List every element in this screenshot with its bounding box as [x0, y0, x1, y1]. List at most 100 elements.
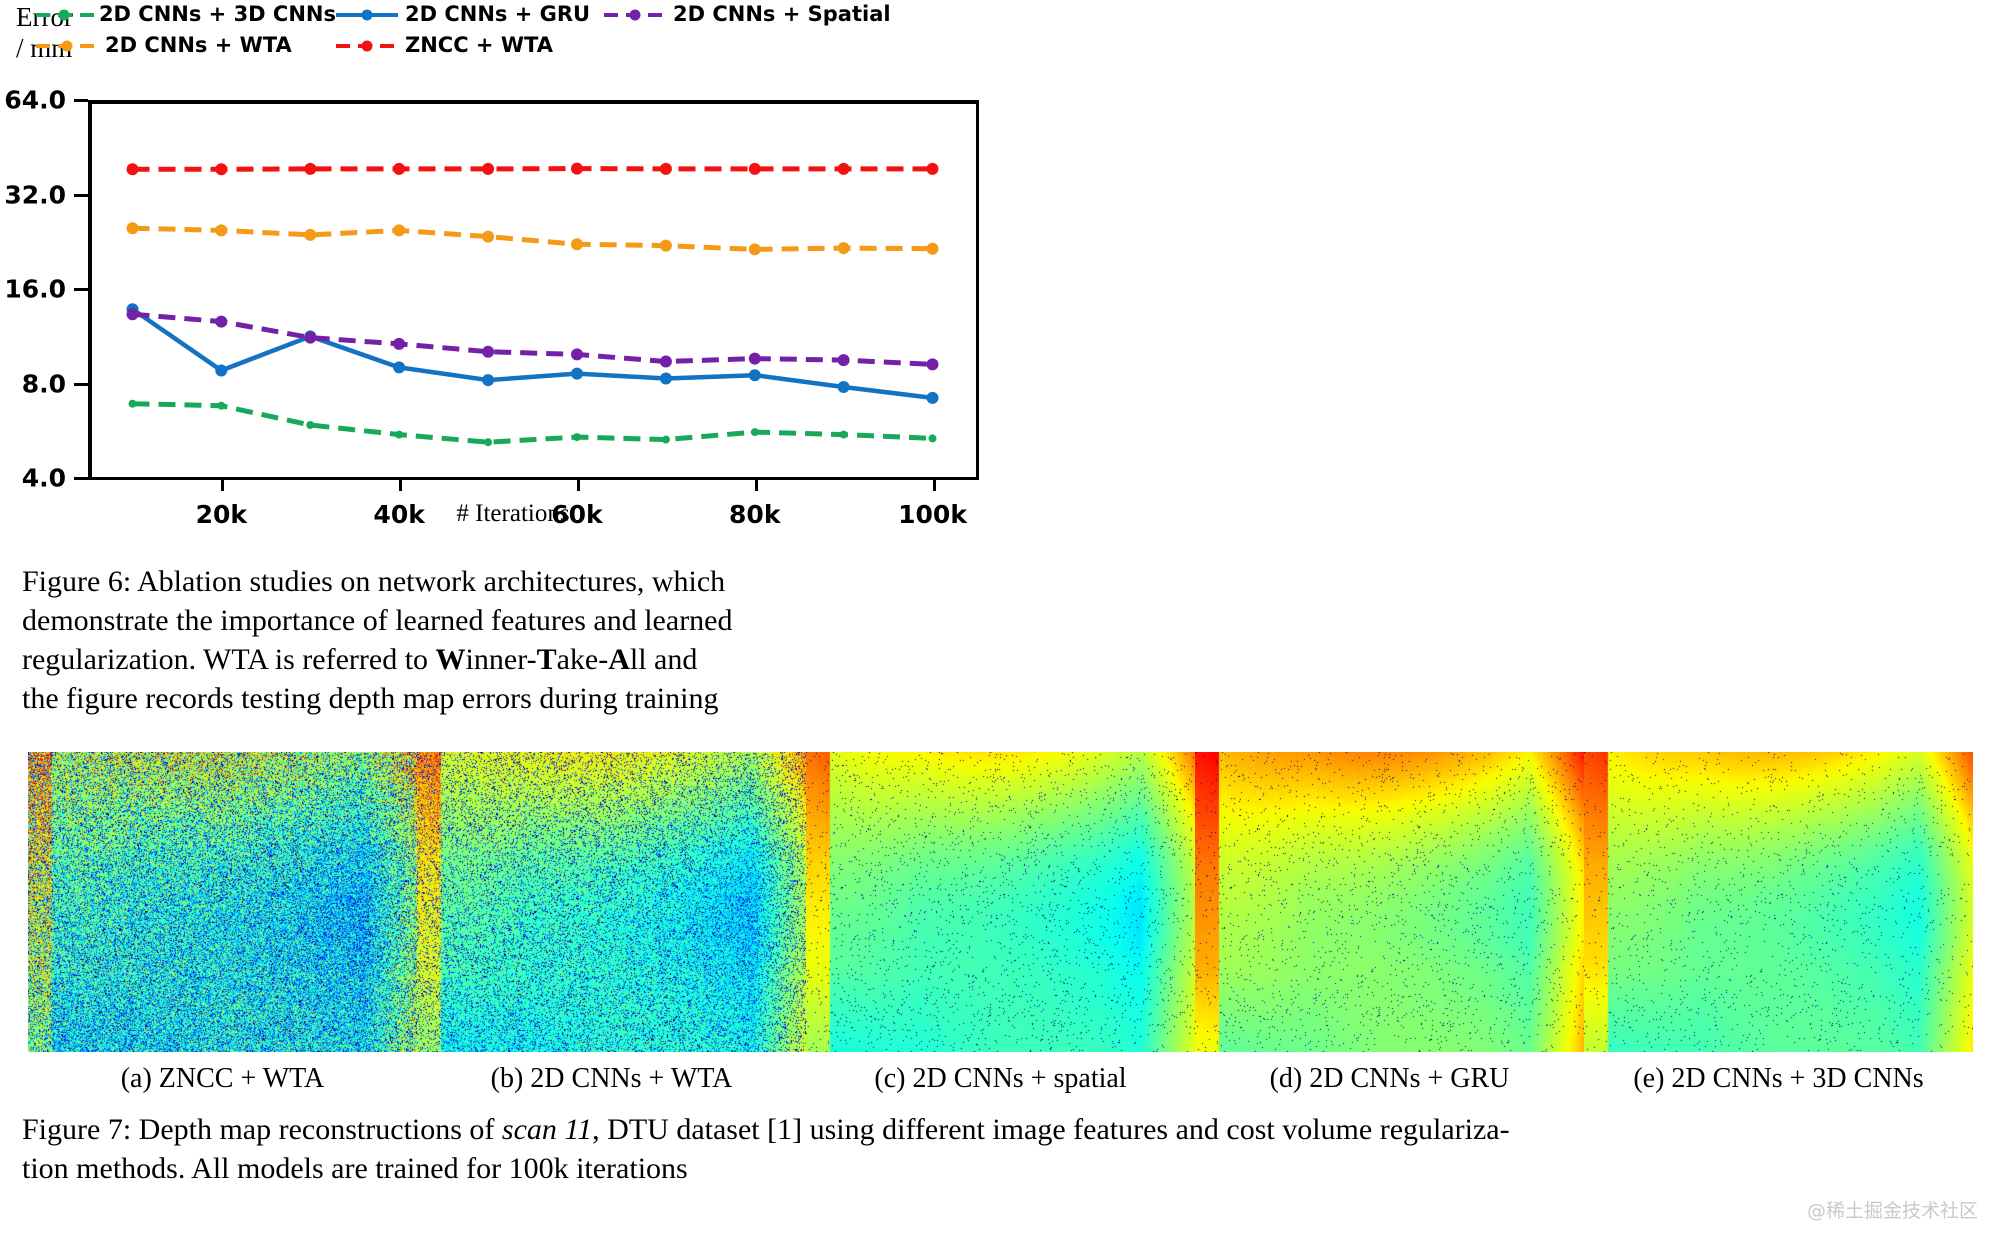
series-line-2d-cnns-wta [132, 225, 933, 252]
data-point [126, 308, 139, 321]
data-point [571, 367, 583, 380]
chart-plot-area: 64.0 32.0 16.0 8.0 4.0 20k 40k 60k 80k 100k [4, 86, 979, 529]
depthmap-panel-d [1195, 752, 1584, 1052]
series-line-zncc-wta [132, 166, 933, 172]
legend-swatch-icon [336, 6, 398, 24]
y-tick-mark [74, 99, 88, 102]
caption-line: Figure 7: Depth map reconstructions of s… [22, 1113, 1510, 1146]
table3-column: Ref.Pho.Geo.Fus.Acc.Comp.Overall √√√√0.3… [990, 0, 2000, 740]
chart-legend: 2D CNNs + 3D CNNs 2D CNNs + GRU 2D CNNs + … [36, 4, 966, 66]
depthmap-image [417, 752, 806, 1052]
legend-marker-icon [361, 9, 373, 20]
depthmap-panel-a [28, 752, 417, 1052]
data-point [659, 372, 672, 385]
x-axis-title: # Iterations [456, 500, 570, 527]
legend-marker-icon [58, 9, 70, 20]
data-point [661, 435, 670, 444]
data-point [393, 337, 406, 350]
data-point [395, 430, 404, 439]
y-tick-mark [74, 288, 88, 291]
data-point [837, 354, 850, 367]
y-tick-mark [74, 193, 88, 197]
data-point [484, 438, 493, 447]
legend-label: 2D CNNs + GRU [405, 2, 591, 26]
data-point [571, 348, 583, 361]
depthmap-subcaption: (e) 2D CNNs + 3D CNNs [1633, 1063, 1924, 1094]
data-point [304, 228, 317, 241]
depthmap-subcaption: (a) ZNCC + WTA [120, 1063, 325, 1094]
legend-marker-icon [61, 40, 73, 51]
legend-swatch-icon [36, 6, 98, 24]
legend-item-2d-cnns-gru: 2D CNNs + GRU [336, 4, 604, 25]
data-point [926, 162, 939, 175]
y-tick-label: 4.0 [21, 463, 66, 493]
legend-label: ZNCC + WTA [405, 33, 553, 57]
data-point [837, 242, 850, 255]
x-tick-mark [576, 478, 580, 491]
depthmap-panel-c [806, 752, 1195, 1052]
series-line-2d-cnns-3d-cnns [132, 401, 933, 445]
legend-swatch-icon [604, 6, 666, 24]
data-point [928, 434, 937, 443]
y-tick-label: 32.0 [4, 180, 66, 209]
data-point [393, 361, 406, 374]
data-point [215, 364, 228, 377]
data-point [750, 428, 759, 437]
depthmap-panel-b [417, 752, 806, 1052]
data-point [215, 224, 228, 237]
caption-line: tion methods. All models are trained for… [22, 1152, 688, 1185]
data-point [215, 163, 228, 176]
data-point [659, 162, 672, 175]
data-point [926, 358, 939, 371]
data-point [217, 401, 226, 410]
data-point [482, 345, 495, 358]
data-point [393, 224, 406, 237]
legend-marker-icon [629, 9, 641, 20]
depthmap-image [1195, 752, 1584, 1052]
x-tick-mark [399, 478, 403, 491]
data-point [926, 242, 939, 255]
data-point [393, 162, 406, 175]
y-tick-mark [74, 382, 88, 386]
legend-item-zncc-wta: ZNCC + WTA [336, 35, 604, 56]
plot-frame [88, 100, 978, 480]
data-point [837, 162, 850, 175]
legend-marker-icon [361, 40, 373, 51]
plot-frame-bottom [88, 477, 979, 480]
data-point [748, 352, 761, 365]
depthmap-subcaptions: (a) ZNCC + WTA (b) 2D CNNs + WTA (c) 2D CN… [28, 1063, 1973, 1095]
data-point [659, 239, 672, 252]
depthmap-subcaption: (c) 2D CNNs + spatial [874, 1063, 1127, 1094]
legend-item-2d-cnns-wta: 2D CNNs + WTA [36, 35, 336, 56]
x-tick-label: 40k [373, 500, 425, 529]
caption-line: demonstrate the importance of learned fe… [22, 604, 733, 637]
depthmap-panel-e [1584, 752, 1973, 1052]
depthmap-strip [28, 752, 1973, 1052]
data-point [748, 162, 761, 175]
figure6-caption: Figure 6: Ablation studies on network ar… [22, 562, 972, 718]
data-point [482, 162, 495, 175]
legend-swatch-icon [336, 37, 398, 55]
x-tick-label: 60k [551, 500, 603, 529]
y-tick-label: 64.0 [4, 85, 66, 115]
depthmap-image [28, 752, 417, 1052]
caption-line: regularization. WTA is referred to Winne… [22, 643, 698, 676]
data-point [482, 374, 495, 387]
data-point [926, 391, 939, 404]
x-tick-label: 100k [898, 500, 967, 529]
x-tick-mark [754, 478, 758, 491]
data-point [126, 222, 139, 235]
data-point [573, 433, 581, 442]
figure7-caption: Figure 7: Depth map reconstructions of s… [22, 1110, 1977, 1188]
data-point [306, 421, 315, 429]
top-row: Error / mm 2D CNNs + 3D CNNs 2D CNNs + GR… [0, 0, 2000, 740]
data-point [215, 315, 228, 328]
series-line-2d-cnns-gru [131, 307, 933, 401]
y-tick-label: 16.0 [4, 274, 66, 304]
figure6-column: Error / mm 2D CNNs + 3D CNNs 2D CNNs + GR… [0, 0, 990, 740]
data-point [571, 162, 583, 175]
depthmap-image [1584, 752, 1973, 1052]
data-point [304, 162, 317, 175]
data-point [837, 381, 850, 393]
legend-label: 2D CNNs + Spatial [673, 2, 891, 26]
